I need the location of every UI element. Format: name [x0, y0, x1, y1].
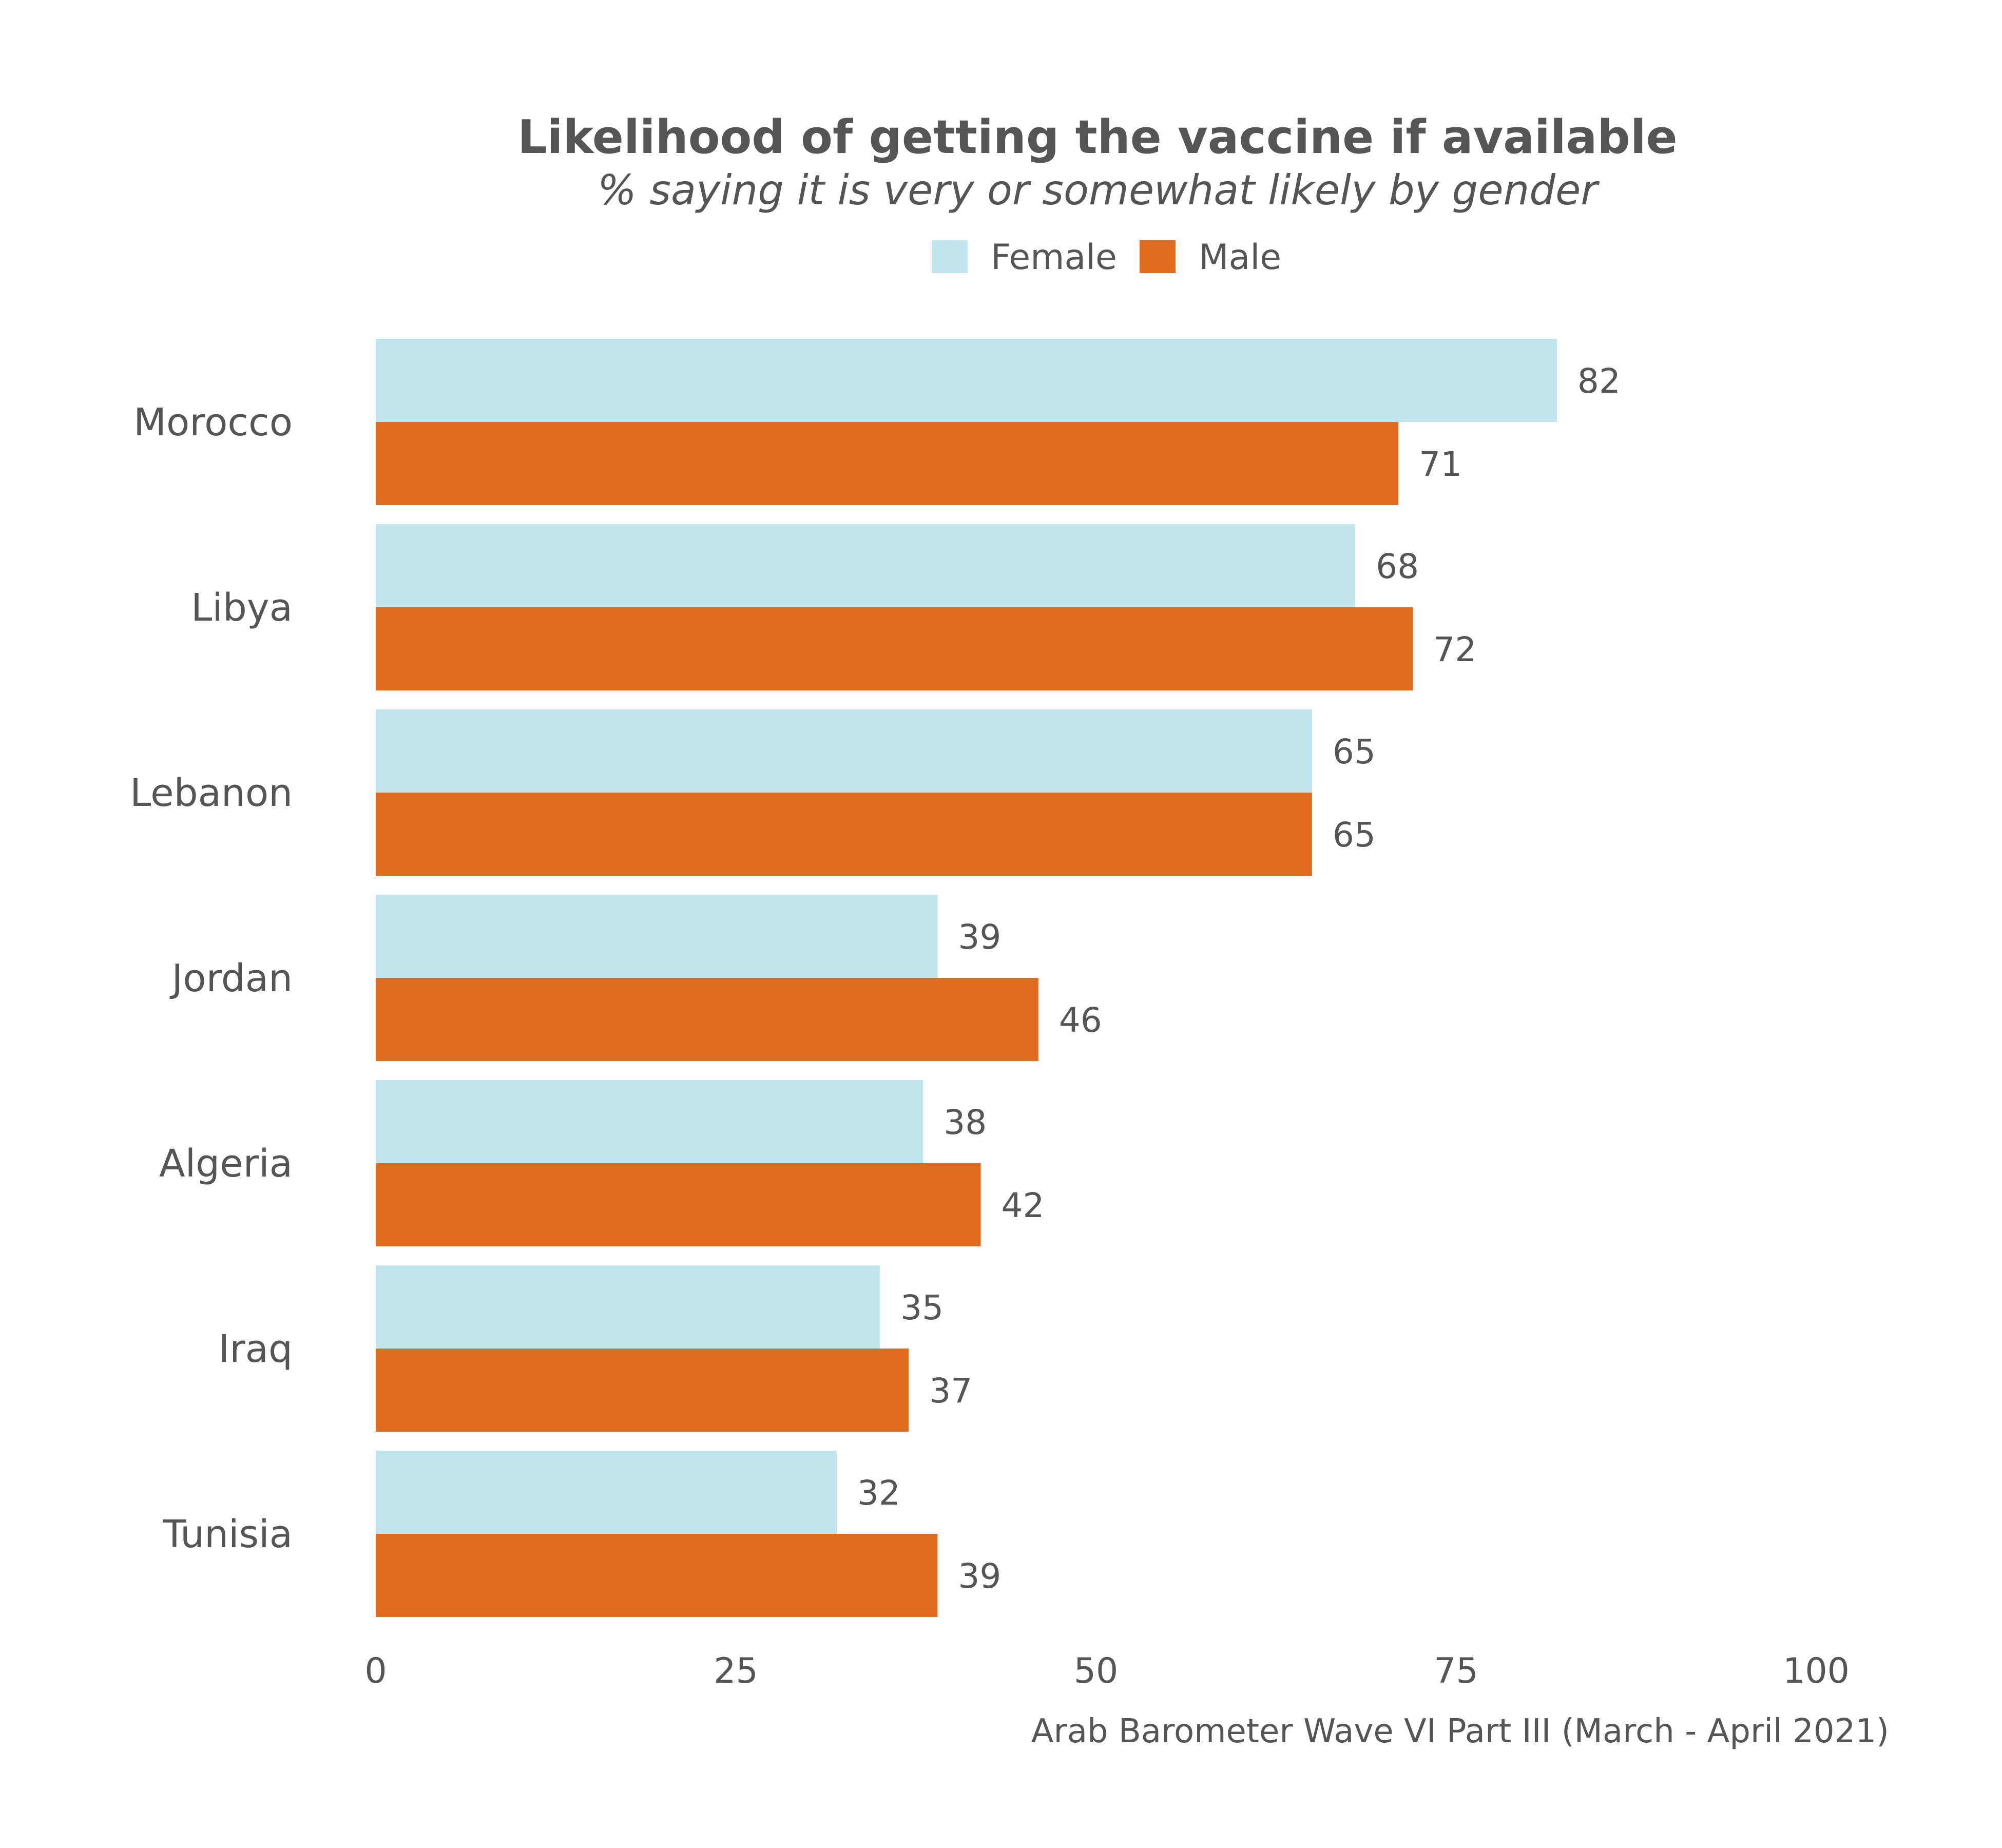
value-label-algeria-female: 38	[944, 1103, 987, 1142]
category-label-iraq: Iraq	[218, 1327, 293, 1371]
legend-label-female: Female	[991, 237, 1117, 278]
value-label-algeria-male: 42	[1002, 1186, 1045, 1225]
bar-lebanon-female	[376, 709, 1312, 793]
bar-morocco-male	[376, 422, 1399, 505]
value-label-tunisia-female: 32	[857, 1473, 900, 1513]
chart-caption: Arab Barometer Wave VI Part III (March -…	[1031, 1712, 1889, 1750]
value-label-jordan-female: 39	[958, 917, 1001, 957]
category-label-morocco: Morocco	[133, 400, 293, 445]
value-label-iraq-female: 35	[900, 1288, 944, 1327]
bar-tunisia-female	[376, 1451, 837, 1534]
bar-jordan-male	[376, 978, 1038, 1061]
x-tick-label-75: 75	[1434, 1651, 1478, 1691]
category-label-jordan: Jordan	[170, 956, 293, 1000]
bar-algeria-female	[376, 1080, 923, 1163]
value-label-lebanon-male: 65	[1333, 815, 1376, 855]
legend-swatch-female	[932, 240, 968, 273]
value-label-tunisia-male: 39	[958, 1556, 1001, 1596]
x-tick-label-50: 50	[1074, 1651, 1119, 1691]
category-label-libya: Libya	[191, 586, 293, 630]
value-label-morocco-female: 82	[1577, 361, 1621, 401]
bar-iraq-male	[376, 1349, 909, 1432]
x-tick-label-0: 0	[364, 1651, 387, 1691]
value-label-libya-female: 68	[1376, 547, 1419, 586]
category-labels: Morocco Libya Lebanon Jordan Algeria Iraq Tuni…	[130, 400, 293, 1556]
bar-tunisia-male	[376, 1534, 938, 1617]
chart-title: Likelihood of getting the vaccine if ava…	[517, 110, 1677, 164]
value-label-libya-male: 72	[1433, 630, 1476, 669]
category-label-algeria: Algeria	[159, 1142, 293, 1186]
x-axis-ticks: 0 25 50 75 100	[364, 1651, 1850, 1691]
value-label-morocco-male: 71	[1419, 445, 1462, 484]
value-label-jordan-male: 46	[1059, 1000, 1102, 1040]
legend-swatch-male	[1140, 240, 1176, 273]
bars-layer: 82 71 68 72 65 65 39 46 38 42 35 37 32 39	[376, 339, 1621, 1617]
x-tick-label-25: 25	[714, 1651, 758, 1691]
value-label-iraq-male: 37	[929, 1371, 972, 1411]
bar-morocco-female	[376, 339, 1557, 422]
bar-libya-male	[376, 607, 1413, 690]
legend: Female Male	[932, 237, 1281, 278]
bar-lebanon-male	[376, 793, 1312, 876]
bar-libya-female	[376, 524, 1356, 607]
bar-algeria-male	[376, 1163, 981, 1246]
bar-jordan-female	[376, 895, 938, 978]
bar-iraq-female	[376, 1265, 880, 1349]
chart-subtitle: % saying it is very or somewhat likely b…	[598, 166, 1600, 214]
legend-label-male: Male	[1199, 237, 1281, 278]
category-label-tunisia: Tunisia	[162, 1512, 293, 1556]
x-tick-label-100: 100	[1783, 1651, 1850, 1691]
category-label-lebanon: Lebanon	[130, 771, 293, 815]
value-label-lebanon-female: 65	[1333, 732, 1376, 772]
